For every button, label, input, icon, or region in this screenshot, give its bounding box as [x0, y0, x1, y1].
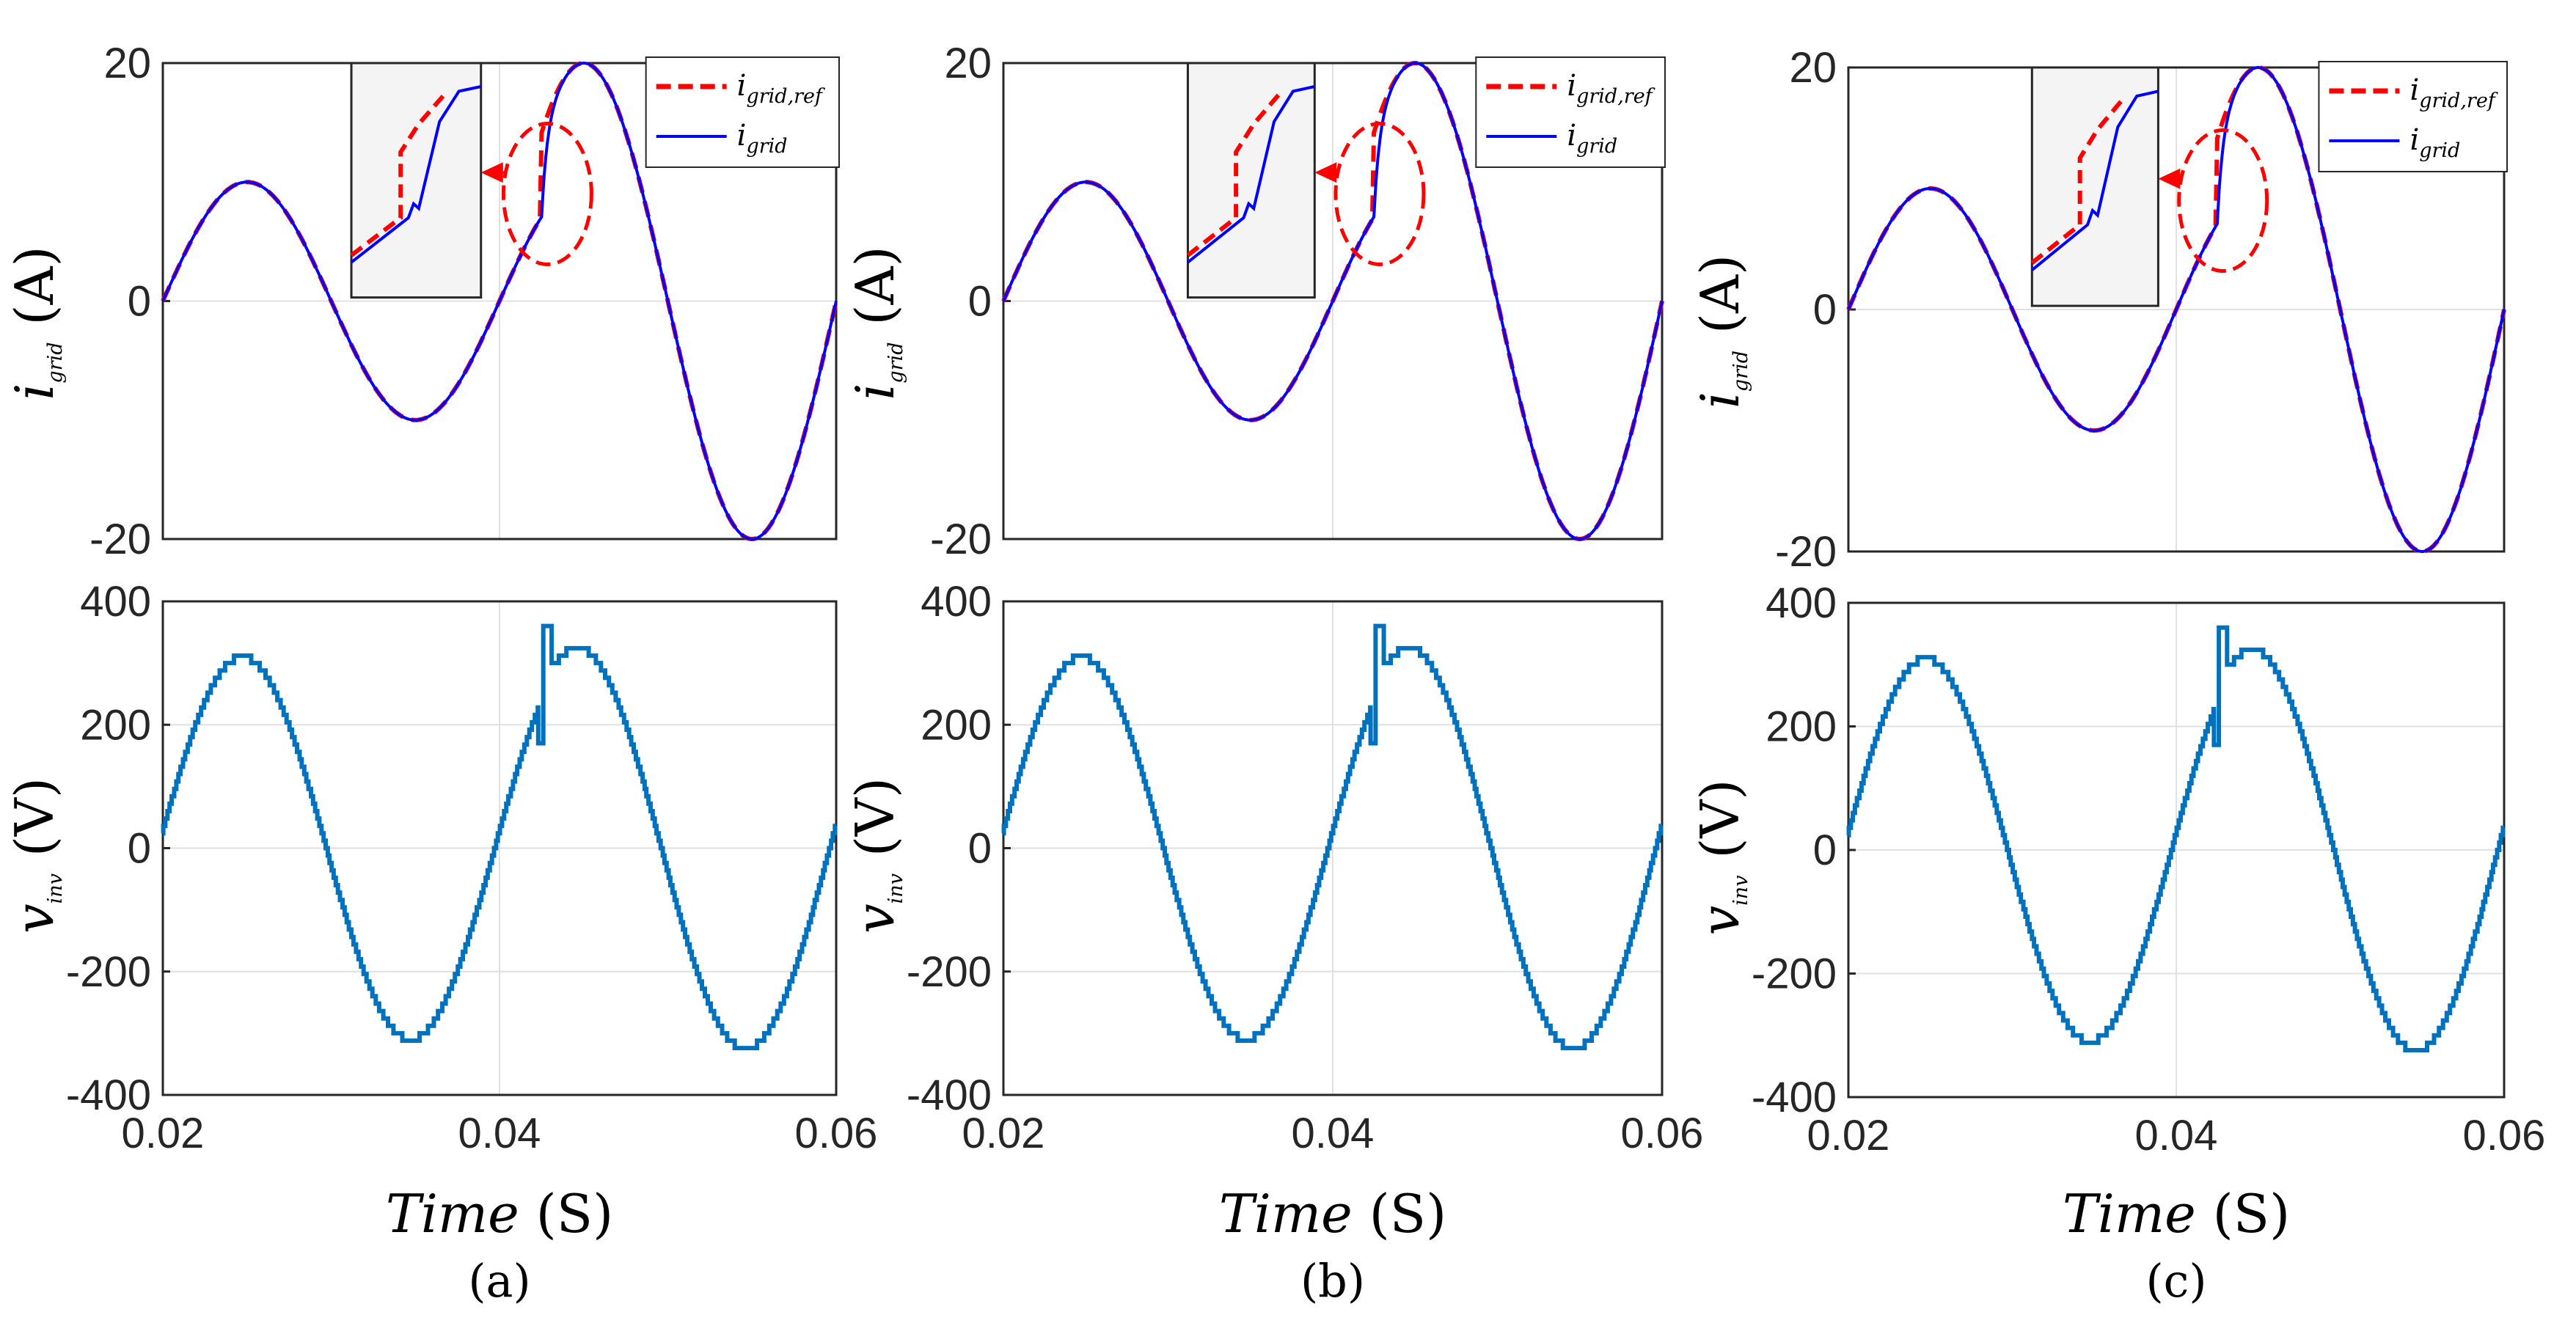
panel-b-inset-ref: [1186, 89, 1284, 257]
panel-c-voltage-ytick-label: -400: [1752, 1074, 1837, 1121]
panel-b-legend-label: igrid,ref: [1567, 69, 1655, 108]
panel-b-voltage-ytick-label: 200: [921, 701, 992, 749]
panel-a-xlabel: Time (S): [386, 1183, 613, 1245]
panel-b-zoom-ellipse: [1333, 121, 1426, 266]
panel-c-xlabel: Time (S): [2063, 1183, 2290, 1245]
panel-c-xtick-label: 0.02: [1807, 1112, 1890, 1159]
panel-c-xtick-label: 0.04: [2135, 1112, 2218, 1159]
panel-c-zoom-inset: [2030, 66, 2159, 307]
panel-b-legend-label: igrid: [1567, 119, 1617, 158]
panel-c-legend: igrid,ref igrid: [2318, 61, 2509, 172]
panel-c-voltage-ytick-label: 200: [1765, 703, 1837, 751]
panel-a-legend-box: [645, 56, 840, 168]
panel-c-voltage-ytick-label: 0: [1813, 827, 1837, 874]
panel-c-legend-label: igrid: [2409, 123, 2460, 162]
panel-b-current-ylabel: igrid (A): [844, 246, 907, 400]
panel-b-current-ytick-label: -20: [930, 516, 992, 563]
panel-a-current-ytick-label: 20: [103, 40, 151, 87]
panel-b-xtick-label: 0.04: [1292, 1110, 1375, 1157]
panel-a-inset-ref: [350, 89, 450, 257]
panel-a-legend-label: igrid: [737, 119, 788, 158]
panel-a-inset-grid: [350, 85, 482, 264]
panel-a-voltage-axes: 400 200 0 -200 -400: [66, 578, 838, 1119]
panel-c-voltage-axes: 400 200 0 -200 -400: [1752, 579, 2506, 1121]
panel-c-voltage-ytick-label: -200: [1752, 950, 1837, 998]
panel-b-inset-grid: [1187, 85, 1315, 264]
panel-a-caption: (a): [468, 1254, 530, 1308]
panel-a-xtick-label: 0.02: [122, 1110, 205, 1157]
panel-a-voltage-ylabel: vinv (V): [4, 777, 67, 934]
panel-b-legend: igrid,ref igrid: [1475, 56, 1666, 168]
panel-b-xtick-label: 0.02: [962, 1110, 1045, 1157]
panel-b-voltage-ylabel: vinv (V): [844, 777, 907, 934]
panel-b-current-ytick-label: 20: [944, 40, 992, 87]
panel-a-zoom-inset: [350, 62, 483, 299]
panel-a-vinv-series: [161, 623, 838, 1051]
panel-a-voltage-ytick-label: 0: [128, 825, 151, 873]
panel-a-legend: igrid,ref igrid: [645, 56, 840, 168]
panel-c-current-ylabel: igrid (A): [1689, 254, 1752, 408]
panel-c-legend-label: igrid,ref: [2409, 73, 2498, 112]
panel-c-legend-box: [2318, 61, 2509, 172]
panel-b-current-ytick-label: 0: [968, 278, 992, 326]
panel-a-xtick-label: 0.06: [795, 1110, 878, 1157]
panel-c-current-ytick-label: -20: [1775, 528, 1837, 576]
panel-b-caption: (b): [1300, 1254, 1365, 1308]
panel-b-vinv-series: [1001, 623, 1664, 1051]
panel-a-voltage-ytick-label: 400: [80, 578, 151, 626]
panel-c-voltage-ylabel: vinv (V): [1689, 779, 1752, 935]
panel-c-inset-grid: [2031, 89, 2159, 271]
panel-a-current-ylabel: igrid (A): [4, 246, 67, 400]
panel-c-inset-ref: [2030, 95, 2128, 265]
panel-b-voltage-ytick-label: -200: [907, 948, 992, 996]
panel-c-current-ytick-label: 20: [1789, 44, 1837, 92]
panel-b-voltage-ytick-label: 0: [968, 825, 992, 873]
panel-a-igrid-series: [161, 61, 838, 540]
panel-a-voltage-ytick-label: 200: [80, 701, 151, 749]
panel-a-current-ytick-label: -20: [89, 516, 151, 563]
panel-c-zoom-arrow-head: [2158, 168, 2181, 189]
panel-a-current-ytick-label: 0: [128, 278, 151, 326]
panel-b-inset-frame: [1186, 62, 1316, 299]
panel-b-legend-box: [1475, 56, 1666, 168]
panel-a-zoom-arrow-head: [480, 162, 503, 183]
panel-a-zoom-ellipse: [501, 121, 593, 266]
panel-a-current-axes: 20 0 -20: [89, 40, 838, 563]
panel-c-inset-frame: [2030, 66, 2159, 307]
panel-c-caption: (c): [2145, 1254, 2206, 1308]
panel-c-voltage-ytick-label: 400: [1765, 579, 1837, 627]
panel-a-voltage-ytick-label: -200: [66, 948, 151, 996]
panel-c-igrid-series: [1847, 65, 2506, 553]
panel-c-zoom-ellipse: [2177, 128, 2269, 273]
panel-c-xtick-label: 0.06: [2463, 1112, 2546, 1159]
panel-a-xtick-label: 0.04: [458, 1110, 541, 1157]
panel-a-voltage-ytick-label: -400: [66, 1071, 151, 1119]
panel-b-zoom-arrow-head: [1314, 162, 1337, 183]
panel-b-current-axes: 20 0 -20: [930, 40, 1664, 563]
panel-b-voltage-axes: 400 200 0 -200 -400: [907, 578, 1664, 1119]
panel-a-inset-frame: [350, 62, 483, 299]
panel-b-voltage-ytick-label: -400: [907, 1071, 992, 1119]
panel-b-zoom-inset: [1186, 62, 1316, 299]
panel-c-current-axes: 20 0 -20: [1775, 44, 2506, 576]
panel-b-igrid-series: [1002, 61, 1664, 540]
panel-c-vinv-series: [1846, 625, 2506, 1052]
panel-b-xtick-label: 0.06: [1621, 1110, 1704, 1157]
panel-b-xlabel: Time (S): [1219, 1183, 1446, 1245]
panel-a-legend-label: igrid,ref: [737, 69, 825, 108]
panel-b-voltage-ytick-label: 400: [921, 578, 992, 626]
panel-c-current-ytick-label: 0: [1813, 286, 1837, 334]
